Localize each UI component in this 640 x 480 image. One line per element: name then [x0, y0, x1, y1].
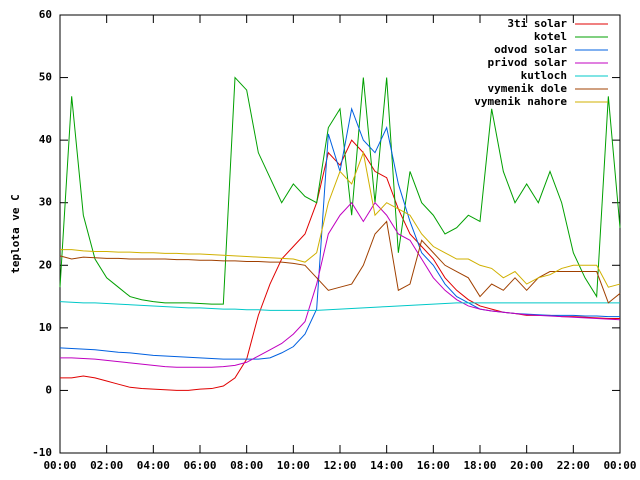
x-tick-label: 04:00: [137, 459, 170, 472]
series-line: [60, 150, 621, 288]
series-line: [59, 76, 621, 305]
x-tick-label: 02:00: [90, 459, 123, 472]
y-tick-label: 10: [39, 321, 52, 334]
y-tick-label: 60: [39, 8, 52, 21]
legend-label: vymenik nahore: [474, 95, 567, 108]
x-tick-label: 18:00: [463, 459, 496, 472]
series-line: [59, 220, 621, 304]
x-tick-label: 06:00: [183, 459, 216, 472]
legend-label: 3ti solar: [507, 17, 567, 30]
series-line: [60, 139, 620, 391]
series-line: [60, 201, 621, 368]
y-tick-label: 30: [39, 196, 52, 209]
series-line: [59, 301, 620, 311]
legend-label: odvod solar: [494, 43, 567, 56]
x-tick-label: 20:00: [510, 459, 543, 472]
series-line: [59, 106, 620, 360]
x-tick-label: 10:00: [277, 459, 310, 472]
x-tick-label: 22:00: [557, 459, 590, 472]
x-tick-label: 00:00: [603, 459, 636, 472]
legend-label: kotel: [534, 30, 567, 43]
y-tick-label: -10: [32, 446, 52, 459]
legend-label: kutloch: [521, 69, 567, 82]
y-tick-label: 0: [45, 383, 52, 396]
x-tick-label: 08:00: [230, 459, 263, 472]
x-tick-label: 14:00: [370, 459, 403, 472]
legend-label: privod solar: [488, 56, 568, 69]
y-axis-label: teplota ve C: [9, 194, 22, 273]
x-tick-label: 00:00: [43, 459, 76, 472]
x-tick-label: 12:00: [323, 459, 356, 472]
x-tick-label: 16:00: [417, 459, 450, 472]
legend-label: vymenik dole: [488, 82, 568, 95]
y-tick-label: 40: [39, 133, 52, 146]
y-tick-label: 50: [39, 71, 52, 84]
y-tick-label: 20: [39, 258, 52, 271]
